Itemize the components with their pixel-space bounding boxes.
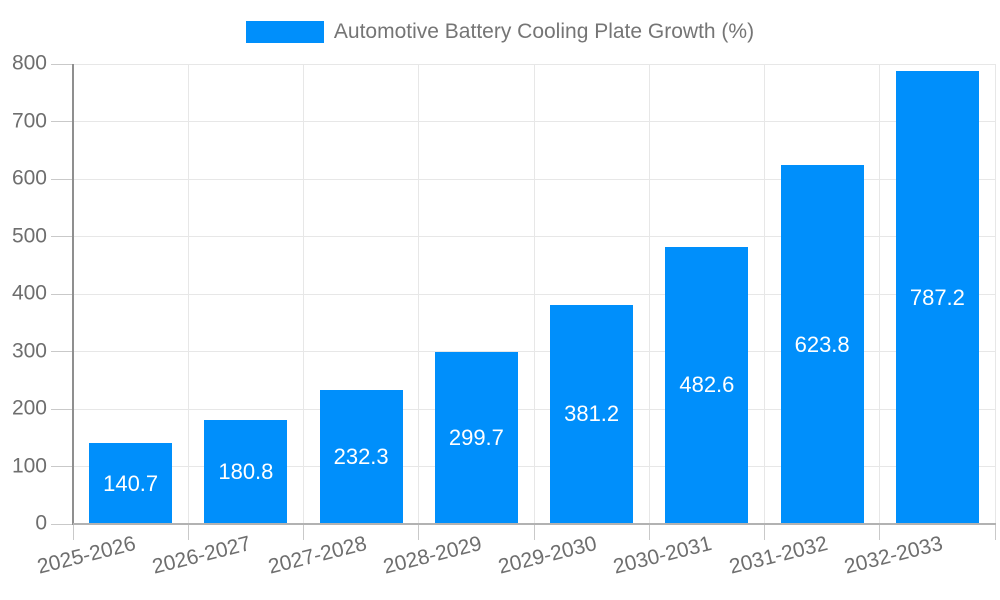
y-tick-mark [51, 121, 73, 122]
y-tick-label: 600 [11, 166, 47, 190]
x-gridline [303, 64, 304, 524]
bar-value-label: 180.8 [218, 459, 274, 484]
bar-value-label: 623.8 [794, 331, 850, 357]
x-gridline [879, 64, 881, 524]
x-tick-mark [187, 524, 189, 540]
x-gridline [648, 64, 650, 524]
chart-legend-item[interactable]: Automotive Battery Cooling Plate Growth … [0, 18, 1000, 46]
y-tick-label: 800 [11, 51, 47, 75]
y-tick-label: 500 [11, 224, 47, 248]
x-tick-mark [418, 524, 420, 540]
y-tick-mark [51, 63, 73, 65]
legend-label: Automotive Battery Cooling Plate Growth … [333, 20, 755, 43]
bar-value-label: 140.7 [103, 470, 159, 496]
x-tick-mark [303, 524, 304, 540]
y-tick-label: 700 [11, 109, 47, 133]
bar: 623.8 [780, 165, 864, 524]
bar: 787.2 [895, 71, 979, 524]
bar: 381.2 [550, 304, 634, 524]
x-gridline [764, 64, 765, 524]
bar: 232.3 [319, 390, 403, 524]
x-tick-label: 2032-2033 [841, 532, 945, 579]
bar-value-label: 232.3 [333, 444, 389, 470]
bar: 180.8 [204, 420, 288, 524]
bar-value-label: 482.6 [679, 372, 735, 398]
x-tick-mark [72, 524, 74, 540]
bar-value-label: 299.7 [448, 424, 504, 450]
y-axis-line [72, 64, 74, 525]
bar-value-label: 787.2 [909, 284, 965, 310]
x-tick-label: 2029-2030 [496, 532, 600, 579]
x-tick-label: 2030-2031 [611, 532, 715, 579]
y-tick-label: 300 [11, 339, 47, 363]
y-tick-mark [51, 351, 73, 352]
y-tick-mark [51, 236, 73, 237]
x-tick-label: 2027-2028 [265, 532, 369, 579]
y-tick-label: 0 [35, 511, 47, 535]
x-tick-label: 2031-2032 [726, 532, 830, 579]
y-tick-mark [51, 466, 73, 467]
bar: 482.6 [665, 246, 749, 524]
x-tick-label: 2028-2029 [380, 532, 484, 579]
x-tick-mark [994, 524, 996, 540]
y-tick-mark [51, 408, 73, 410]
x-tick-label: 2026-2027 [150, 532, 254, 579]
x-tick-mark [879, 524, 881, 540]
y-tick-label: 200 [11, 396, 47, 420]
x-tick-label: 2025-2026 [35, 532, 139, 579]
bar-value-label: 381.2 [564, 401, 620, 427]
legend-swatch-icon [245, 21, 324, 43]
x-gridline [994, 64, 996, 524]
y-tick-label: 400 [11, 281, 47, 305]
x-gridline [418, 64, 420, 524]
y-tick-mark [51, 523, 73, 525]
x-gridline [187, 64, 189, 524]
x-tick-mark [648, 524, 650, 540]
x-axis-line [73, 523, 996, 525]
y-tick-mark [51, 293, 73, 295]
x-tick-mark [533, 524, 535, 540]
x-gridline [533, 64, 535, 524]
bar: 140.7 [89, 443, 173, 524]
y-tick-mark [51, 178, 73, 180]
y-tick-label: 100 [11, 454, 47, 478]
bar: 299.7 [434, 351, 518, 524]
x-tick-mark [764, 524, 765, 540]
